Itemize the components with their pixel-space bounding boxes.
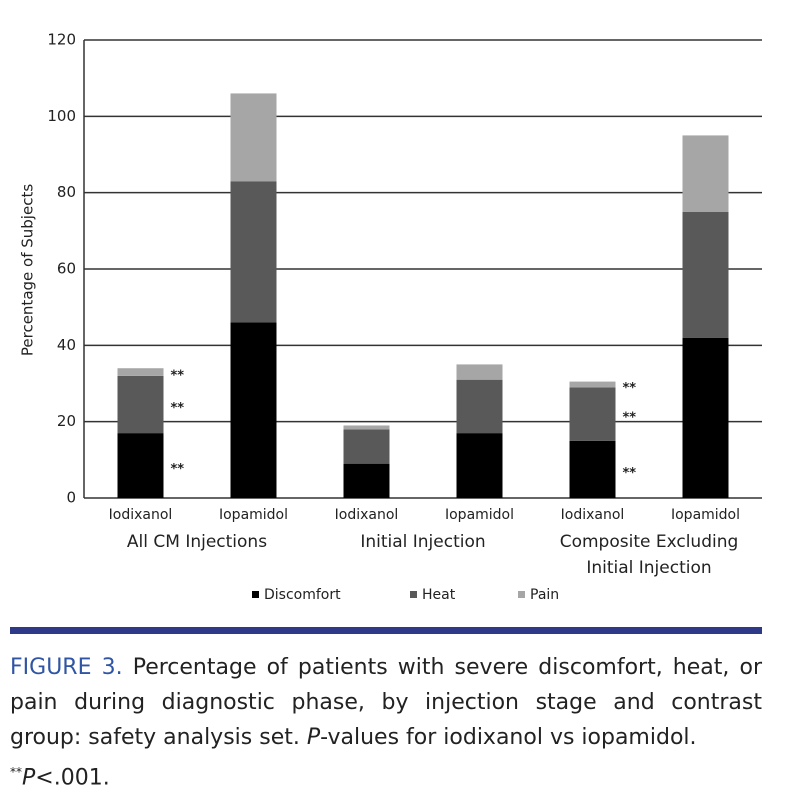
legend-swatch xyxy=(518,591,525,598)
legend-swatch xyxy=(252,591,259,598)
bar-segment xyxy=(682,135,729,212)
caption: FIGURE 3. Percentage of patients with se… xyxy=(10,650,762,795)
y-tick-label: 80 xyxy=(57,183,76,201)
chart: Percentage of Subjects 0 20 40 60 80 100 120 Io… xyxy=(10,31,762,634)
legend-swatch xyxy=(410,591,417,598)
caption-text: Percentage of patients with severe disco… xyxy=(10,655,763,750)
x-tick-label: Iopamidol xyxy=(445,507,514,523)
legend-label: Heat xyxy=(422,587,456,603)
divider xyxy=(10,627,762,634)
significance-mark: ** xyxy=(623,466,637,481)
caption-p: P xyxy=(306,725,321,750)
significance-mark: ** xyxy=(623,411,637,426)
legend-label: Pain xyxy=(530,587,559,603)
significance-mark: ** xyxy=(171,462,185,477)
caption-p-rest: -values for iodixanol vs iopamidol. xyxy=(320,725,697,750)
significance-mark: ** xyxy=(623,381,637,396)
y-tick-label: 40 xyxy=(57,336,76,354)
group-label: Composite Excluding xyxy=(560,532,739,552)
bar-segment xyxy=(456,379,503,434)
bar-segment xyxy=(682,211,729,338)
significance-mark: ** xyxy=(171,401,185,416)
bar-segment xyxy=(230,181,277,323)
group-label: All CM Injections xyxy=(127,532,267,552)
y-tick-label: 100 xyxy=(47,107,76,125)
x-tick-label: Iodixanol xyxy=(335,507,399,523)
bar-segment xyxy=(117,368,164,376)
x-tick-label: Iodixanol xyxy=(561,507,625,523)
group-label: Initial Injection xyxy=(586,558,711,578)
legend-label: Discomfort xyxy=(264,587,341,603)
caption-label: FIGURE 3. xyxy=(10,655,123,680)
bar-segment xyxy=(343,425,390,430)
note-mark: ** xyxy=(10,765,22,779)
y-tick-label: 60 xyxy=(57,260,76,278)
y-tick-label: 20 xyxy=(57,412,76,430)
significance-mark: ** xyxy=(171,369,185,384)
x-tick-label: Iodixanol xyxy=(109,507,173,523)
bar-segment xyxy=(569,381,616,388)
bar-segment xyxy=(230,93,277,182)
y-tick-label: 0 xyxy=(66,489,76,507)
note-p: P xyxy=(22,765,36,791)
bar-segment xyxy=(117,433,164,498)
note-rest: <.001. xyxy=(35,765,110,791)
x-tick-label: Iopamidol xyxy=(219,507,288,523)
bar-segment xyxy=(682,337,729,498)
group-label: Initial Injection xyxy=(360,532,485,552)
bar-segment xyxy=(456,433,503,498)
bar-segment xyxy=(456,364,503,380)
bar-segment xyxy=(343,463,390,498)
y-tick-label: 120 xyxy=(47,31,76,49)
bar-segment xyxy=(569,440,616,498)
x-tick-label: Iopamidol xyxy=(671,507,740,523)
bar-segment xyxy=(117,375,164,434)
bar-segment xyxy=(343,429,390,464)
y-axis-label: Percentage of Subjects xyxy=(19,184,37,356)
bar-segment xyxy=(569,387,616,441)
bar-segment xyxy=(230,322,277,498)
